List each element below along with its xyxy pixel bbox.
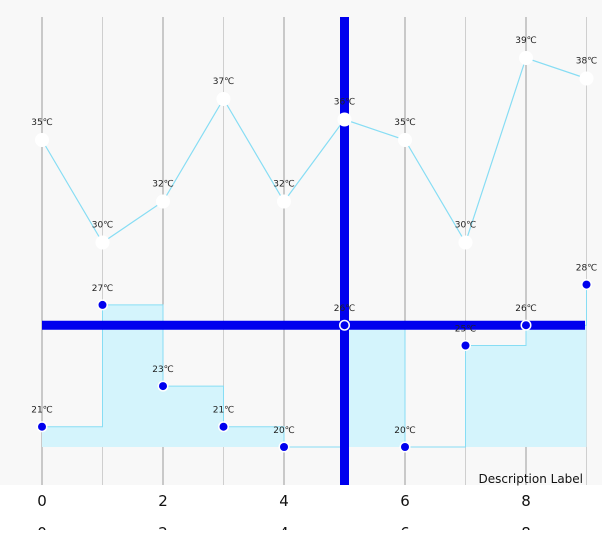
step-point-2 [159, 382, 167, 391]
description-label: Description Label [478, 472, 583, 486]
step-point-label-6: 20℃ [394, 426, 416, 436]
step-point-label-0: 21℃ [31, 406, 53, 416]
x-tick-label-secondary-2: 2 [158, 524, 168, 530]
step-point-9 [582, 280, 591, 289]
step-point-label-7: 25℃ [455, 325, 477, 335]
line-point-6 [398, 133, 412, 147]
line-point-5 [337, 112, 352, 127]
x-tick-label-6: 6 [400, 492, 410, 510]
x-tick-label-secondary-6: 6 [400, 524, 410, 530]
line-point-label-8: 39℃ [515, 36, 537, 46]
step-point-label-8: 26℃ [515, 304, 537, 314]
step-point-4 [280, 443, 288, 451]
line-point-label-6: 35℃ [394, 118, 416, 128]
step-point-6 [401, 443, 409, 451]
x-tick-label-4: 4 [279, 492, 289, 510]
x-tick-label-0: 0 [37, 492, 47, 510]
step-point-1 [98, 300, 107, 309]
line-point-label-9: 38℃ [576, 57, 598, 67]
step-point-label-3: 21℃ [213, 406, 235, 416]
line-point-label-4: 32℃ [273, 180, 295, 190]
step-point-label-5: 26℃ [334, 304, 356, 314]
x-tick-label-secondary-8: 8 [521, 524, 531, 530]
step-point-label-9: 28℃ [576, 264, 598, 274]
step-point-7 [461, 341, 470, 350]
line-point-label-1: 30℃ [92, 221, 114, 231]
x-tick-label-8: 8 [521, 492, 531, 510]
x-tick-label-2: 2 [158, 492, 168, 510]
step-point-3 [219, 422, 228, 431]
line-point-7 [458, 235, 473, 250]
step-point-5 [340, 321, 349, 330]
line-point-1 [95, 235, 110, 250]
line-point-label-2: 32℃ [152, 180, 174, 190]
line-point-2 [156, 194, 170, 209]
line-point-8 [519, 51, 533, 65]
line-point-0 [35, 133, 49, 147]
step-point-8 [522, 321, 530, 330]
line-point-3 [216, 92, 231, 106]
step-point-0 [38, 422, 46, 431]
temperature-line [41, 57, 587, 244]
line-point-label-7: 30℃ [455, 221, 477, 231]
line-point-label-5: 36℃ [334, 98, 356, 108]
stepped-area-fill [42, 284, 587, 447]
x-tick-label-secondary-0: 0 [37, 524, 47, 530]
line-point-4 [277, 194, 291, 209]
step-point-label-2: 23℃ [152, 365, 174, 375]
line-point-label-0: 35℃ [31, 118, 53, 128]
step-point-label-4: 20℃ [273, 426, 295, 436]
line-point-label-3: 37℃ [213, 77, 235, 87]
x-tick-label-secondary-4: 4 [279, 524, 289, 530]
step-point-label-1: 27℃ [92, 284, 114, 294]
line-point-9 [579, 71, 594, 86]
